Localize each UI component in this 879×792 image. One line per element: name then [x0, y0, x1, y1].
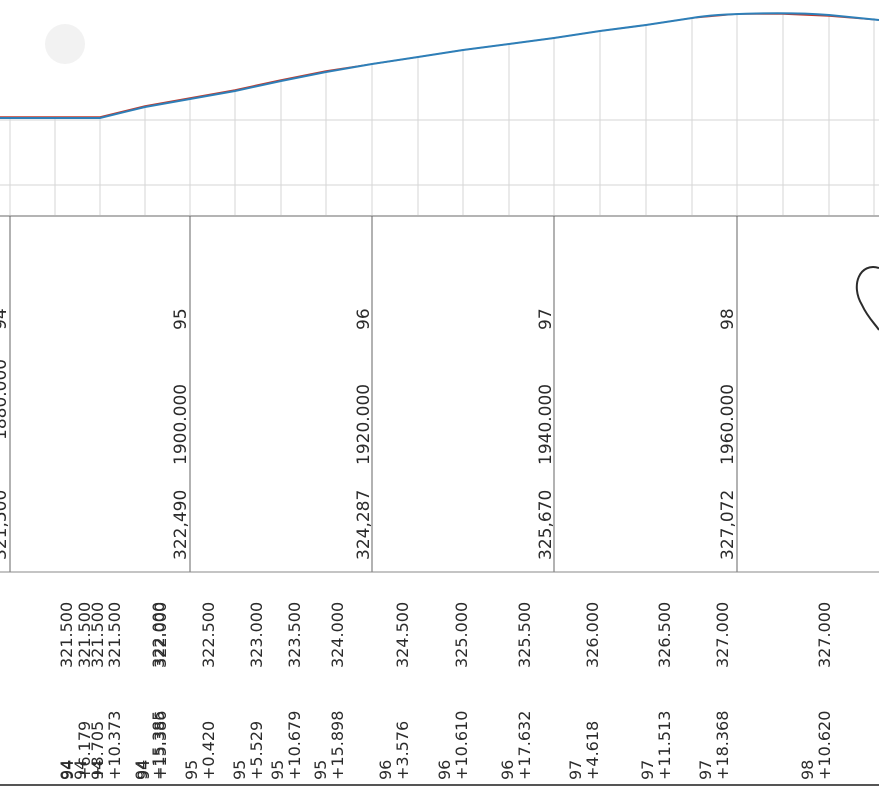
- profile-point: 322.000 94+15.386: [134, 602, 170, 780]
- profile-point: 323.500 95+10.679: [268, 602, 304, 780]
- profile-point: 327.000 98+10.620: [798, 602, 834, 780]
- point-chainage: +17.632: [515, 711, 534, 780]
- station-number: 97: [536, 308, 556, 330]
- station-row-95: 322,490 1900.000 95: [171, 308, 191, 560]
- profile-point: 326.000 97+4.618: [566, 602, 602, 780]
- point-chainage: +10.679: [285, 711, 304, 780]
- point-elevation: 327.000: [815, 602, 834, 668]
- point-chainage: 97: [638, 760, 657, 780]
- point-chainage: 94: [132, 760, 151, 780]
- point-chainage: 98: [798, 760, 817, 780]
- partial-station: 1880.000: [0, 359, 11, 440]
- paper-blemish: [45, 24, 85, 64]
- station-chainage: 1940.000: [536, 384, 556, 465]
- station-row-98: 327,072 1960.000 98: [718, 308, 738, 560]
- profile-point: 322.000 94+15.385: [132, 602, 168, 780]
- profile-point: 325.500 96+17.632: [498, 602, 534, 780]
- point-chainage: 94: [134, 760, 153, 780]
- point-elevation: 322.000: [151, 602, 170, 668]
- point-elevation: 323.000: [247, 602, 266, 668]
- point-chainage: +11.513: [655, 711, 674, 780]
- point-chainage: +10.620: [815, 711, 834, 780]
- point-elevation: 322.000: [149, 602, 168, 668]
- point-chainage: +8.705: [88, 721, 107, 780]
- point-chainage: 95: [182, 760, 201, 780]
- point-elevation: 324.500: [393, 602, 412, 668]
- point-chainage: 97: [566, 760, 585, 780]
- point-elevation: 327.000: [713, 602, 732, 668]
- station-elevation: 325,670: [536, 490, 556, 560]
- point-elevation: 325.000: [452, 602, 471, 668]
- profile-point: 321.500 94: [57, 602, 76, 780]
- point-chainage: +18.368: [713, 711, 732, 780]
- point-chainage: +6.179: [75, 721, 94, 780]
- point-chainage: 94: [57, 760, 76, 780]
- station-chainage: 1900.000: [171, 384, 191, 465]
- point-chainage: 97: [696, 760, 715, 780]
- station-row-96: 324,287 1920.000 96: [354, 308, 374, 560]
- profile-point: 321.500 94+6.179: [58, 602, 94, 780]
- station-number: 98: [718, 308, 738, 330]
- point-chainage: +10.373: [105, 711, 124, 780]
- profile-point: 323.000 95+5.529: [230, 602, 266, 780]
- partial-number: 94: [0, 308, 11, 330]
- point-elevation: 322.500: [199, 602, 218, 668]
- point-elevation: 321.500: [57, 602, 76, 668]
- station-elevation: 327,072: [718, 490, 738, 560]
- profile-points: 321.50094321.50094+6.179321.50094+8.7053…: [57, 602, 834, 780]
- point-chainage: 96: [376, 760, 395, 780]
- point-chainage: +15.385: [149, 711, 168, 780]
- point-elevation: 321.500: [88, 602, 107, 668]
- band-frame: [0, 215, 879, 786]
- point-elevation: 321.500: [105, 602, 124, 668]
- profile-point: 327.000 97+18.368: [696, 602, 732, 780]
- point-elevation: 326.000: [583, 602, 602, 668]
- station-elevation: 322,490: [171, 490, 191, 560]
- point-chainage: 95: [230, 760, 249, 780]
- point-chainage: +15.386: [151, 711, 170, 780]
- profile-point: 324.500 96+3.576: [376, 602, 412, 780]
- point-chainage: +0.420: [199, 721, 218, 780]
- station-chainage: 1960.000: [718, 384, 738, 465]
- profile-point: 325.000 96+10.610: [435, 602, 471, 780]
- point-chainage: +10.610: [452, 711, 471, 780]
- station-number: 96: [354, 308, 374, 330]
- point-elevation: 325.500: [515, 602, 534, 668]
- partial-elevation: 321,500: [0, 490, 11, 560]
- point-elevation: 323.500: [285, 602, 304, 668]
- point-elevation: 326.500: [655, 602, 674, 668]
- point-chainage: +5.529: [247, 721, 266, 780]
- station-elevation: 324,287: [354, 490, 374, 560]
- point-chainage: +3.576: [393, 721, 412, 780]
- station-row-97: 325,670 1940.000 97: [536, 308, 556, 560]
- point-elevation: 324.000: [328, 602, 347, 668]
- profile-point: 321.500 94+8.705: [71, 602, 107, 780]
- profile-point: 322.500 95+0.420: [182, 602, 218, 780]
- point-elevation: 321.500: [75, 602, 94, 668]
- profile-design-line: [0, 12, 879, 119]
- station-row-partial: 321,500 1880.000 94: [0, 308, 11, 560]
- station-chainage: 1920.000: [354, 384, 374, 465]
- point-chainage: +15.898: [328, 711, 347, 780]
- point-chainage: +4.618: [583, 721, 602, 780]
- profile-point: 326.500 97+11.513: [638, 602, 674, 780]
- point-chainage: 95: [268, 760, 287, 780]
- station-number: 95: [171, 308, 191, 330]
- profile-grid: [0, 14, 879, 215]
- profile-ground-line: [0, 13, 879, 118]
- point-chainage: 94: [58, 760, 77, 780]
- point-chainage: 96: [435, 760, 454, 780]
- point-chainage: 96: [498, 760, 517, 780]
- point-chainage: 95: [311, 760, 330, 780]
- handwritten-mark: [855, 266, 879, 331]
- profile-point: 321.500 94+10.373: [88, 602, 124, 780]
- point-chainage: 94: [71, 760, 90, 780]
- point-chainage: 94: [88, 760, 107, 780]
- profile-point: 324.000 95+15.898: [311, 602, 347, 780]
